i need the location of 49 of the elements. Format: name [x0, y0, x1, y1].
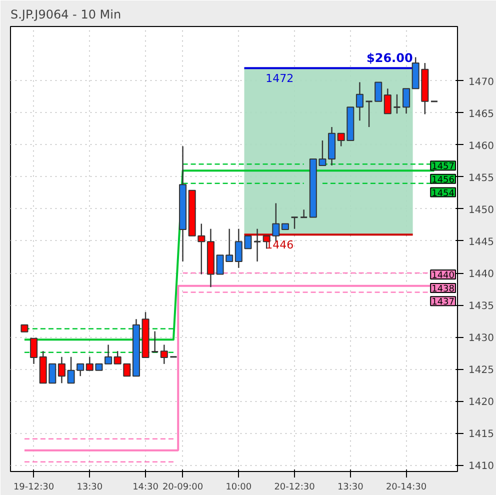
- candlestick: [253, 228, 262, 262]
- x-tick-label: 13:30: [76, 482, 103, 492]
- candlestick: [150, 330, 159, 353]
- x-tick-label: 13:30: [337, 482, 364, 492]
- y-tick-label: 1425: [468, 365, 494, 376]
- x-tick-label: 14:30: [132, 482, 159, 492]
- candlestick: [160, 344, 168, 365]
- y-tick-label: 1460: [468, 140, 494, 152]
- y-tick-label: 1455: [468, 172, 494, 184]
- y-tick-label: 1435: [468, 301, 494, 312]
- candlestick: [290, 216, 299, 230]
- annotation: $26.00: [366, 51, 413, 66]
- candlestick: [374, 82, 382, 102]
- data-label: 1438: [432, 284, 455, 294]
- candlestick: [67, 356, 75, 384]
- x-tick-label: 20-09:00: [162, 482, 204, 492]
- y-tick-label: 1465: [468, 108, 494, 120]
- data-label: 1440: [432, 271, 455, 282]
- y-tick-label: 1430: [468, 333, 494, 344]
- candlestick: [198, 223, 206, 275]
- candlestick: [402, 88, 410, 114]
- y-tick-label: 1420: [468, 397, 494, 408]
- y-tick-label: 1410: [468, 461, 494, 472]
- data-label: 1456: [432, 175, 455, 186]
- y-tick-label: 1440: [468, 269, 494, 280]
- y-tick-label: 1450: [468, 204, 494, 216]
- candlestick: [76, 363, 84, 377]
- candlestick: [356, 82, 364, 122]
- candlestick: [114, 350, 122, 365]
- ref-line-label: 1472: [266, 72, 294, 86]
- candlestick: [104, 344, 112, 365]
- data-label: 1454: [432, 188, 455, 199]
- x-tick-label: 19-12:30: [13, 482, 54, 492]
- y-tick-label: 1415: [468, 429, 494, 440]
- candlestick: [384, 88, 392, 114]
- x-tick-label: 10:00: [226, 482, 252, 492]
- x-tick-label: 20-14:30: [386, 482, 427, 492]
- candlestick: [30, 338, 38, 365]
- candlestick: [58, 356, 66, 384]
- candlestick: [300, 209, 308, 218]
- data-label: 1437: [432, 298, 454, 308]
- data-label: 1457: [432, 162, 454, 172]
- y-tick-label: 1445: [468, 236, 494, 248]
- candlestick: [392, 94, 401, 114]
- candlestick: [123, 363, 131, 377]
- y-tick-label: 1470: [468, 76, 494, 88]
- candlestick: [365, 100, 374, 128]
- chart-title: S.JP.J9064 - 10 Min: [10, 8, 122, 22]
- x-tick-label: 20-12:30: [274, 482, 316, 492]
